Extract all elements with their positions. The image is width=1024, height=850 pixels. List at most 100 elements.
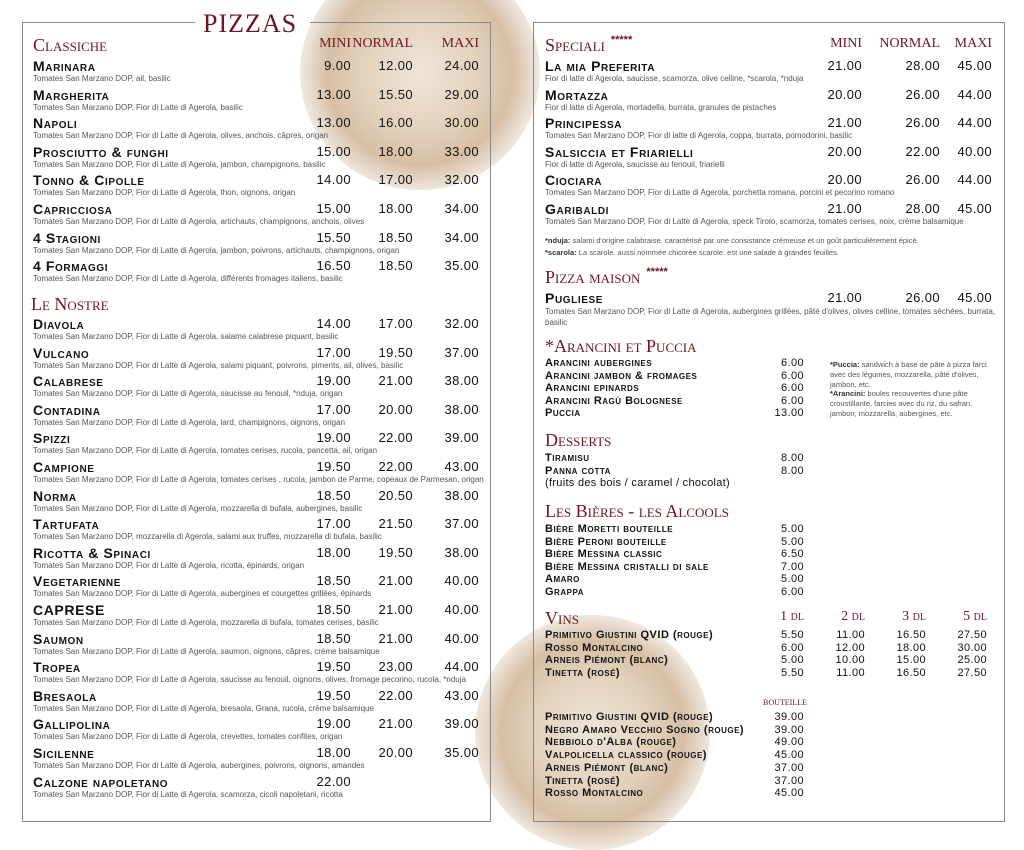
menu-item: Garibaldi Tomates San Marzano DOP, Fior d… <box>545 201 1000 230</box>
menu-item: Capricciosa Tomates San Marzano DOP, Fior… <box>33 201 488 230</box>
item-description: Fior di latte di Agerola, saucisse au fe… <box>545 159 725 169</box>
section-title-text: Pizza maison <box>545 267 641 287</box>
menu-item: Salsiccia et Friarielli Fior di latte di … <box>545 144 1000 173</box>
price-normal: 16.00 <box>378 115 413 131</box>
price-3dl: 15.00 <box>896 654 926 667</box>
item-name: Garibaldi <box>545 201 610 217</box>
column-normal: NORMAL <box>352 36 413 51</box>
price-mini: 19.00 <box>316 430 351 446</box>
item-name: Principessa <box>545 115 623 132</box>
menu-item: Grappa 6.00 <box>545 586 845 599</box>
price-mini: 18.00 <box>316 544 351 560</box>
item-name: Grappa <box>545 585 584 598</box>
menu-item: Margherita Tomates San Marzano DOP, Fior … <box>33 87 488 116</box>
item-description: Tomates San Marzano DOP, mozzarella di A… <box>33 532 382 542</box>
menu-item: Arancini Ragù Bolognese 6.00 <box>545 395 845 408</box>
menu-item: Tiramisu 8.00 <box>545 452 845 465</box>
price-maxi: 32.00 <box>444 316 479 331</box>
price-1dl: 6.00 <box>780 641 804 654</box>
item-description: Tomates San Marzano DOP, ail, basilic <box>33 74 171 83</box>
item-price: 5.00 <box>780 535 804 548</box>
menu-item: Tartufata Tomates San Marzano DOP, mozzar… <box>33 516 488 545</box>
menu-item: Marinara Tomates San Marzano DOP, ail, ba… <box>33 58 488 87</box>
menu-item: Ricotta & Spinaci Tomates San Marzano DOP… <box>33 545 488 574</box>
menu-item: Amaro 5.00 <box>545 573 845 586</box>
item-description: Tomates San Marzano DOP, Fior di Latte d… <box>33 159 326 169</box>
price-normal: 18.00 <box>378 143 413 159</box>
item-name: Rosso Montalcino <box>545 787 644 800</box>
price-maxi: 37.00 <box>444 344 479 360</box>
dessert-note: (fruits des bois / caramel / chocolat) <box>545 477 731 489</box>
price-5dl: 30.00 <box>957 641 987 654</box>
item-name: Tropea <box>33 659 81 676</box>
price-maxi: 35.00 <box>444 258 479 274</box>
menu-item: Ciociara Tomates San Marzano DOP, Fior di… <box>545 172 1000 201</box>
price-maxi: 33.00 <box>444 143 479 159</box>
wine-item: Primitivo Giustini QVID (rouge) 5.50 11.00… <box>545 629 1005 642</box>
item-name: Bresaola <box>33 687 97 704</box>
item-price: 8.00 <box>780 464 804 477</box>
footnote-text: La scarole. aussi nommée chicorée scarol… <box>576 248 839 257</box>
price-maxi: 38.00 <box>444 544 479 560</box>
item-name: CAPRESE <box>33 602 105 618</box>
item-name: Negro Amaro Vecchio Sogno (rouge) <box>545 723 745 736</box>
price-2dl: 10.00 <box>835 654 865 667</box>
footnote: *Puccia: sandwich à base de pâte à pizza… <box>830 360 1000 390</box>
price-normal: 17.00 <box>378 316 413 331</box>
price-mini: 18.50 <box>316 573 351 589</box>
price-maxi: 38.00 <box>444 487 479 503</box>
price-mini: 18.50 <box>316 630 351 646</box>
column-maxi: MAXI <box>954 36 992 51</box>
price-mini: 21.00 <box>827 201 862 216</box>
item-name: Arancini epinards <box>545 382 640 394</box>
item-name: Saumon <box>33 630 84 647</box>
price-normal: 26.00 <box>905 290 940 305</box>
menu-item: Negro Amaro Vecchio Sogno (rouge) 39.00 <box>545 724 845 737</box>
price-3dl: 16.50 <box>896 667 926 680</box>
item-name: Bière Moretti bouteille <box>545 523 674 535</box>
price-mini: 17.00 <box>316 401 351 417</box>
price-normal: 21.00 <box>378 373 413 389</box>
price-mini: 13.00 <box>316 115 351 131</box>
price-maxi: 40.00 <box>444 602 479 617</box>
menu-item: Campione Tomates San Marzano DOP, Fior di… <box>33 459 488 488</box>
footnote: *nduja: salami d'origine calabraise. car… <box>545 236 1005 246</box>
item-price: 49.00 <box>774 736 804 749</box>
column-mini: MINI <box>830 36 862 51</box>
price-mini: 15.50 <box>316 229 351 245</box>
page-title: PIZZAS <box>203 9 298 38</box>
price-mini: 16.50 <box>316 258 351 274</box>
item-price: 13.00 <box>774 407 804 419</box>
price-normal: 17.00 <box>378 172 413 188</box>
item-name: Margherita <box>33 86 110 103</box>
item-name: Spizzi <box>33 430 71 447</box>
menu-item: Prosciutto & funghi Tomates San Marzano D… <box>33 144 488 173</box>
item-name: Bière Messina classic <box>545 548 663 560</box>
price-normal: 20.50 <box>378 487 413 503</box>
menu-item: 4 Formaggi Tomates San Marzano DOP, Fior … <box>33 258 488 287</box>
menu-item: Sicilenne Tomates San Marzano DOP, Fior d… <box>33 745 488 774</box>
price-mini: 20.00 <box>827 86 862 102</box>
item-name: Primitivo Giustini QVID (rouge) <box>545 629 714 641</box>
item-name: Arneis Piémont (blanc) <box>545 654 669 667</box>
item-price: 45.00 <box>774 749 804 762</box>
footnote-term: *Puccia: <box>830 360 860 369</box>
price-mini: 20.00 <box>827 143 862 159</box>
item-description: Tomates San Marzano DOP, Fior di Latte d… <box>33 560 305 570</box>
item-name: Arneis Piémont (blanc) <box>545 761 669 774</box>
item-name: Diavola <box>33 316 85 332</box>
price-maxi: 32.00 <box>444 172 479 188</box>
price-maxi: 38.00 <box>444 373 479 389</box>
item-name: Tinetta (rosé) <box>545 774 621 787</box>
wine-item: Arneis Piémont (blanc) 5.00 10.00 15.00 25.0… <box>545 654 1005 667</box>
price-maxi: 43.00 <box>444 687 479 703</box>
price-normal: 22.00 <box>378 430 413 446</box>
menu-item: Mortazza Fior di latte di Agerola, mortad… <box>545 87 1000 116</box>
price-normal: 26.00 <box>905 86 940 102</box>
price-maxi: 44.00 <box>957 86 992 102</box>
price-maxi: 44.00 <box>444 659 479 675</box>
item-name: La mia Preferita <box>545 58 656 74</box>
item-description: Tomates San Marzano DOP, Fior di Latte d… <box>33 589 372 599</box>
item-description: Tomates San Marzano DOP, Fior di Latte d… <box>33 131 329 141</box>
menu-item: Tropea Tomates San Marzano DOP, Fior di L… <box>33 659 488 688</box>
